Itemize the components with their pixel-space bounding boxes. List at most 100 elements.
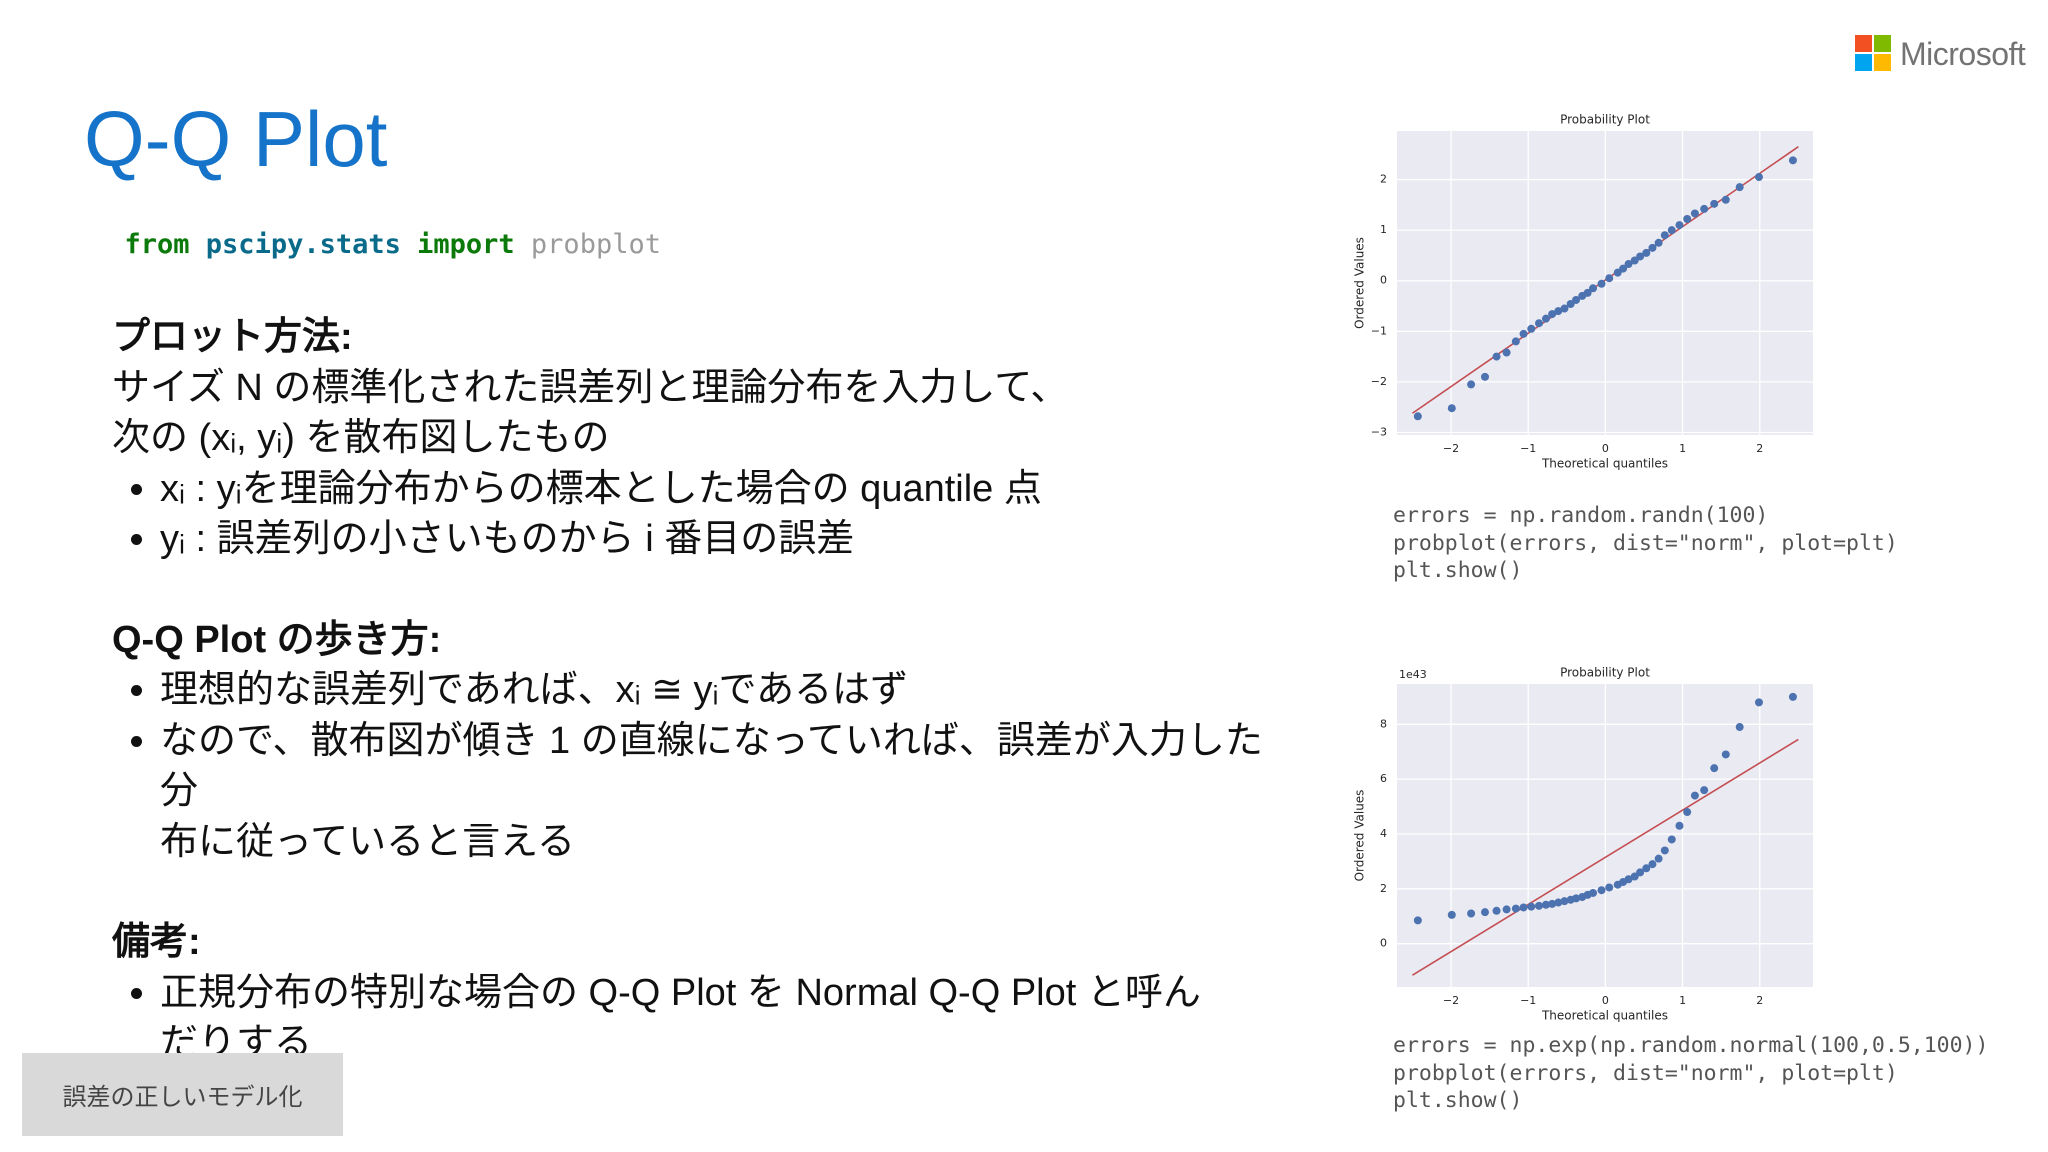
code-line: probplot(errors, dist="norm", plot=plt) (1393, 1060, 1898, 1086)
code-token: pscipy.stats (205, 229, 401, 260)
code-line: plt.show() (1393, 558, 1523, 583)
y-tick-label: 6 (1380, 772, 1387, 785)
data-point (1636, 252, 1645, 261)
bullet-item: xᵢ : yᵢを理論分布からの標本とした場合の quantile 点 (160, 464, 1292, 515)
y-tick-label: 2 (1380, 173, 1387, 186)
data-point (1554, 307, 1563, 316)
data-point (1721, 195, 1730, 204)
fit-line (1412, 738, 1799, 976)
data-point (1492, 352, 1501, 361)
bullet-item: 正規分布の特別な場合の Q-Q Plot を Normal Q-Q Plot と… (160, 968, 1292, 1069)
data-point (1572, 894, 1581, 903)
y-axis-label: Ordered Values (1353, 237, 1367, 329)
data-point (1624, 260, 1633, 269)
y-axis-label: Ordered Values (1353, 790, 1367, 882)
data-point (1648, 243, 1657, 252)
bullet-line: 布に従っていると言える (160, 820, 575, 863)
bullet-list: xᵢ : yᵢを理論分布からの標本とした場合の quantile 点 yᵢ : 誤… (112, 464, 1292, 565)
section: 備考: 正規分布の特別な場合の Q-Q Plot を Normal Q-Q Plo… (112, 917, 1292, 1069)
data-point (1560, 897, 1569, 906)
data-point (1605, 883, 1614, 892)
code-line: errors = np.exp(np.random.normal(100,0.5… (1393, 1033, 1989, 1058)
data-point (1642, 864, 1651, 873)
data-point (1589, 284, 1598, 293)
x-axis-label: Theoretical quantiles (1541, 457, 1668, 471)
data-point (1541, 900, 1550, 909)
y-tick-label: −3 (1371, 425, 1387, 438)
bullet-list: 理想的な誤差列であれば、xᵢ ≅ yᵢであるはずなので、散布図が傾き 1 の直線… (112, 665, 1292, 867)
text-line: 次の (xᵢ, yᵢ) を散布図したもの (112, 417, 610, 459)
x-tick-label: −2 (1443, 442, 1459, 455)
data-point (1554, 898, 1563, 907)
data-point (1654, 854, 1663, 863)
data-point (1467, 380, 1476, 389)
data-point (1788, 156, 1797, 165)
data-point (1467, 909, 1476, 918)
code-line: plt.show() (1393, 1088, 1523, 1113)
data-point (1710, 199, 1719, 208)
x-tick-label: 2 (1756, 442, 1763, 455)
data-point (1527, 324, 1536, 333)
data-point (1754, 698, 1763, 707)
data-point (1527, 902, 1536, 911)
data-point (1480, 908, 1489, 917)
code-token: from (124, 229, 190, 260)
section-heading: Q-Q Plot の歩き方: (112, 618, 442, 661)
bullet-line: yᵢ : 誤差列の小さいものから i 番目の誤差 (160, 518, 855, 560)
slide-body: プロット方法: サイズ N の標準化された誤差列と理論分布を入力して、 次の (xᵢ… (112, 312, 1292, 1119)
section: Q-Q Plot の歩き方:理想的な誤差列であれば、xᵢ ≅ yᵢであるはずなの… (112, 615, 1292, 868)
data-point (1560, 304, 1569, 313)
data-point (1675, 221, 1684, 230)
data-point (1597, 279, 1606, 288)
code-line: probplot(errors, dist="norm", plot=plt) (1393, 530, 1898, 556)
data-point (1511, 904, 1520, 913)
offset-label: 1e43 (1399, 668, 1427, 681)
data-point (1541, 314, 1550, 323)
data-point (1683, 808, 1692, 817)
data-point (1667, 226, 1676, 235)
x-tick-label: 1 (1679, 994, 1686, 1007)
y-tick-label: 0 (1380, 274, 1387, 287)
x-axis-label: Theoretical quantiles (1541, 1009, 1668, 1023)
data-point (1735, 723, 1744, 732)
bullet-item: なので、散布図が傾き 1 の直線になっていれば、誤差が入力した分布に従っていると… (160, 716, 1292, 868)
data-point (1502, 905, 1511, 914)
x-tick-label: 1 (1679, 442, 1686, 455)
nav-button[interactable]: 誤差の正しいモデル化 (22, 1053, 343, 1136)
data-point (1683, 215, 1692, 224)
data-point (1502, 348, 1511, 357)
data-point (1624, 875, 1633, 884)
brand: Microsoft (1900, 36, 2026, 72)
data-point (1654, 238, 1663, 247)
data-point (1636, 868, 1645, 877)
y-tick-label: −2 (1371, 375, 1387, 388)
data-point (1735, 183, 1744, 192)
code-sample: errors = np.exp(np.random.normal(100,0.5… (1393, 1032, 1988, 1115)
section-heading: プロット方法: (112, 316, 353, 358)
x-tick-label: −2 (1443, 994, 1459, 1007)
bullet-line: 理想的な誤差列であれば、xᵢ ≅ yᵢであるはず (160, 669, 909, 711)
data-point (1710, 764, 1719, 773)
data-point (1535, 319, 1544, 328)
data-point (1690, 791, 1699, 800)
data-point (1700, 786, 1709, 795)
data-point (1605, 274, 1614, 283)
data-point (1660, 846, 1669, 855)
x-tick-label: 0 (1602, 442, 1609, 455)
x-tick-label: −1 (1520, 994, 1536, 1007)
logo-square (1855, 54, 1872, 71)
logo-square (1874, 54, 1891, 71)
bullet-item: yᵢ : 誤差列の小さいものから i 番目の誤差 (160, 514, 1292, 565)
data-point (1667, 835, 1676, 844)
logo (1855, 35, 1891, 71)
fit-line (1411, 146, 1799, 414)
data-point (1754, 173, 1763, 182)
data-point (1447, 404, 1456, 413)
code-line: errors = np.random.randn(100) (1393, 503, 1769, 528)
x-tick-label: −1 (1520, 442, 1536, 455)
logo-square (1874, 35, 1891, 52)
bullet-line: なので、散布図が傾き 1 の直線になっていれば、誤差が入力した分 (160, 719, 1263, 813)
data-point (1511, 337, 1520, 346)
bullet-line: xᵢ : yᵢを理論分布からの標本とした場合の quantile 点 (160, 467, 1042, 510)
